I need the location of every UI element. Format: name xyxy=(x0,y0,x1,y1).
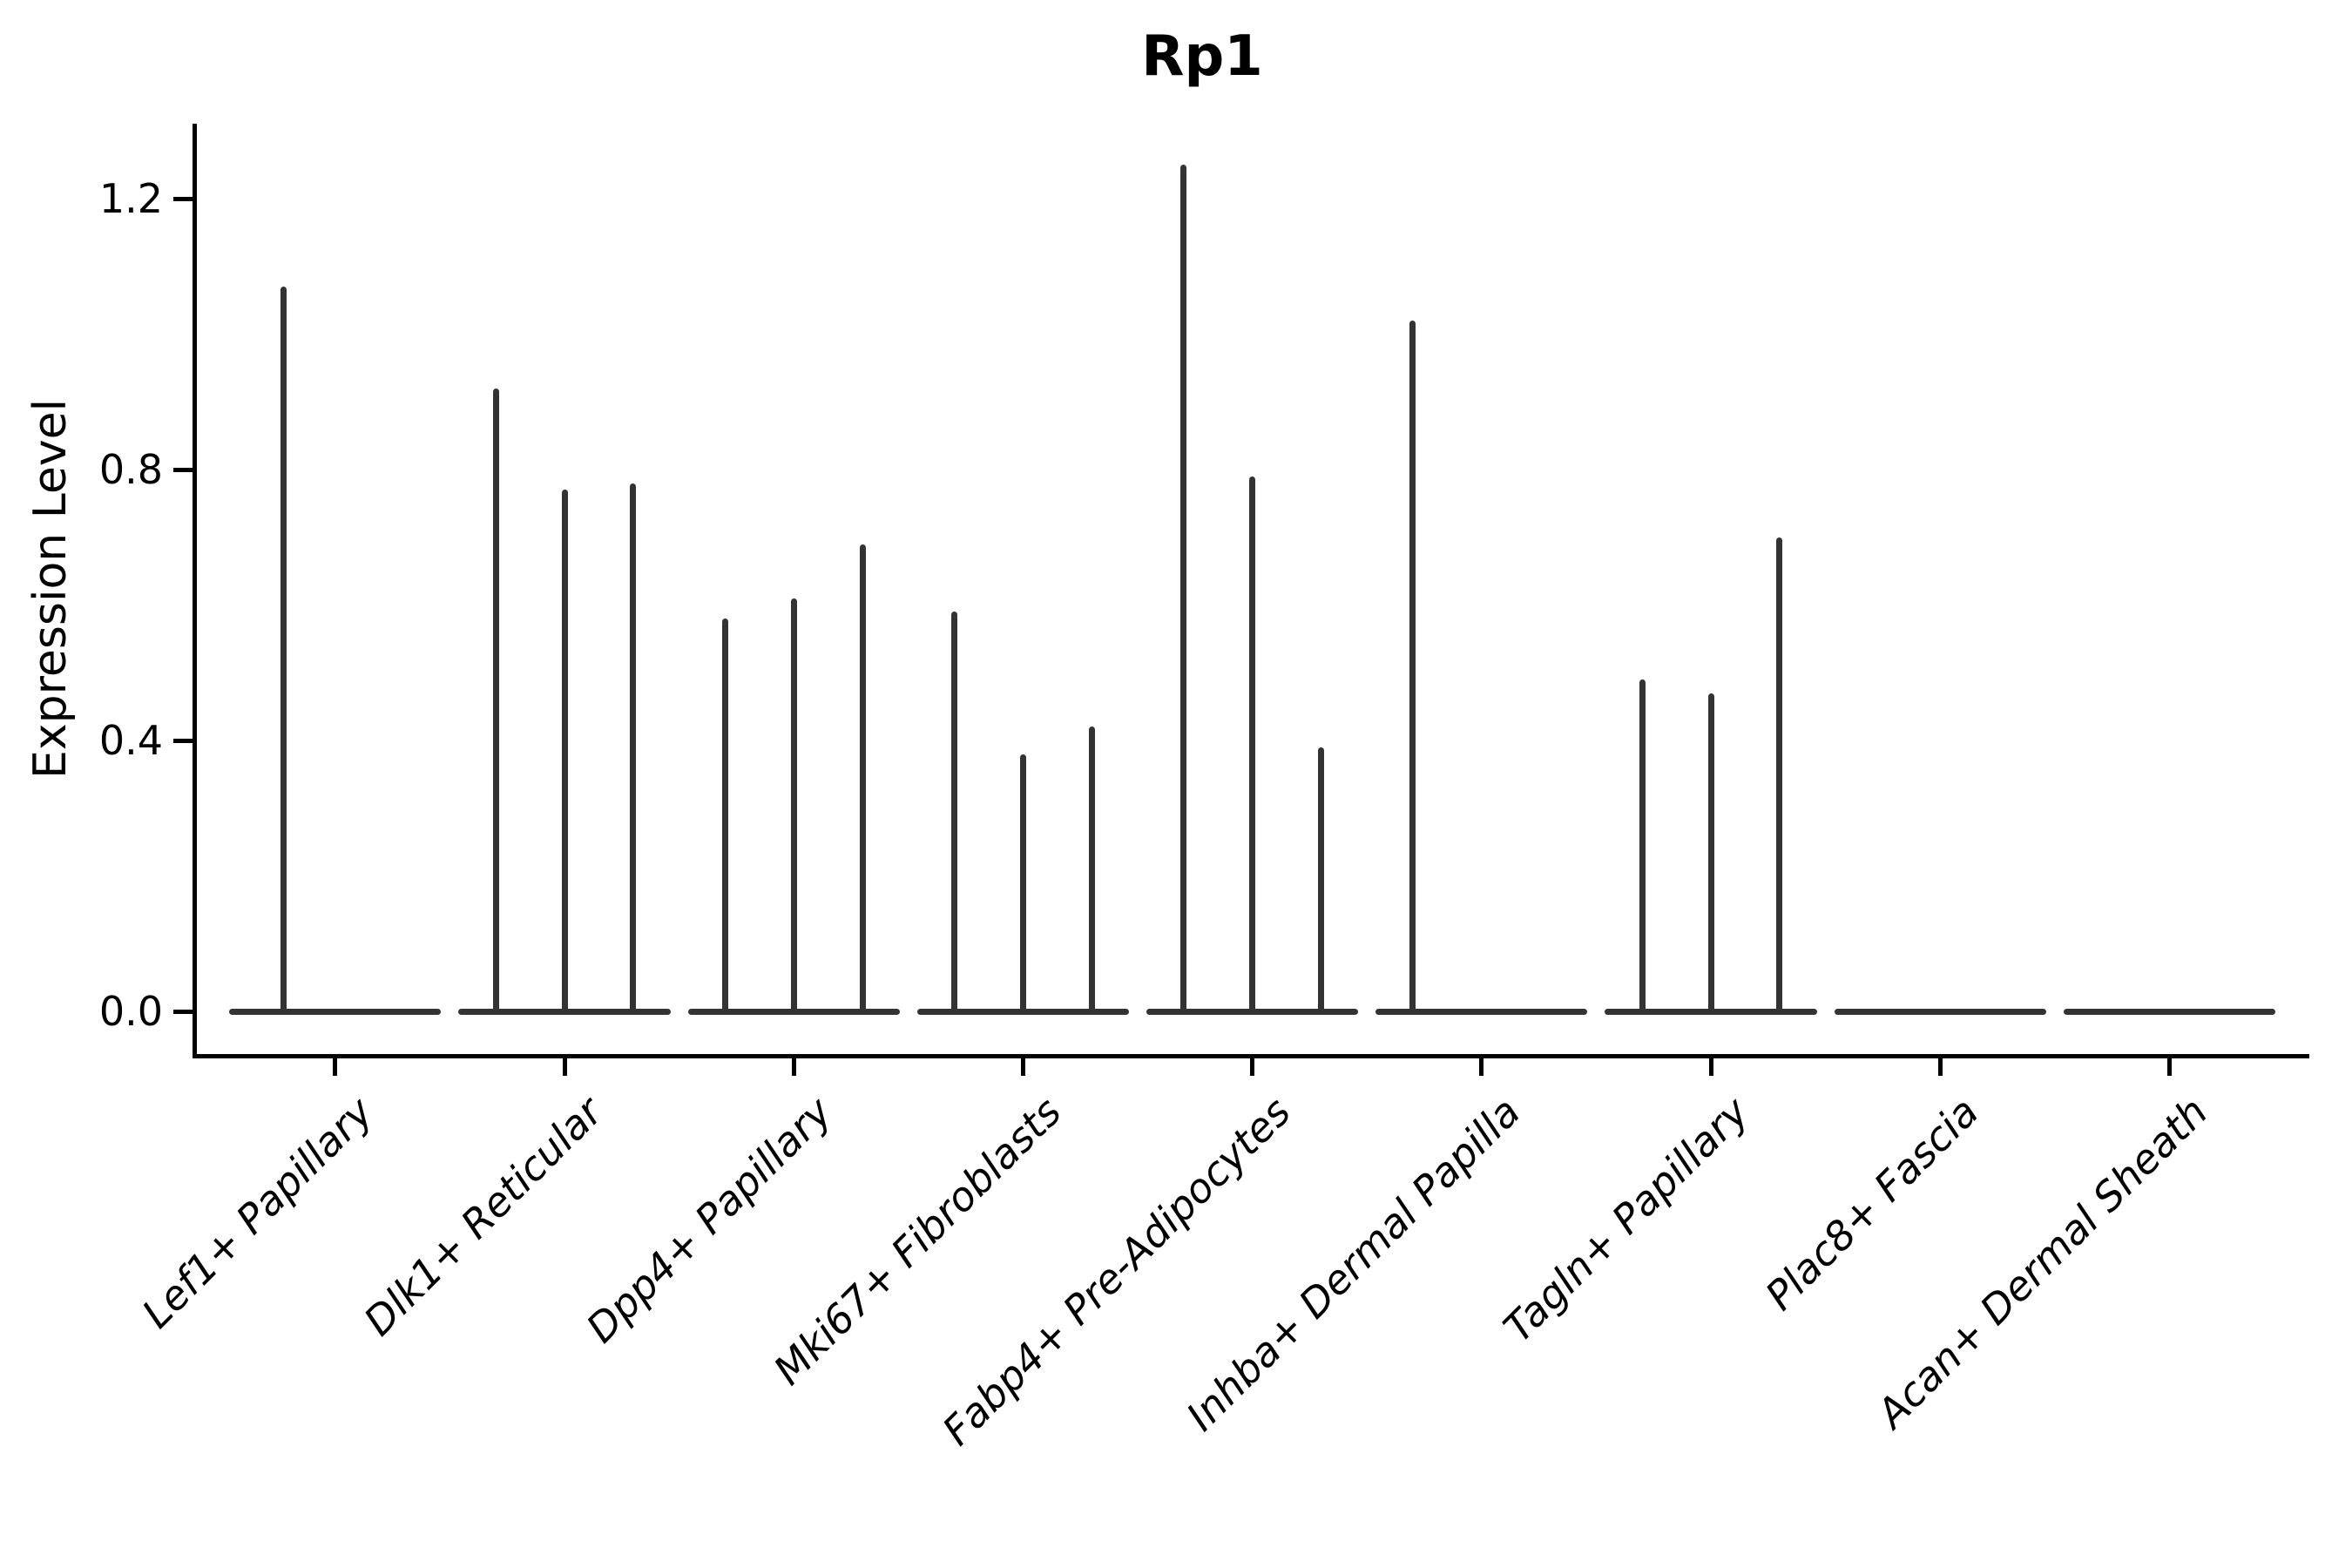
x-tick-mark xyxy=(2166,1058,2172,1076)
violin-spike xyxy=(1180,165,1187,1015)
x-tick-mark xyxy=(1937,1058,1943,1076)
violin-spike xyxy=(630,483,637,1015)
violin-spike xyxy=(561,490,568,1015)
violin-spike xyxy=(280,287,287,1015)
y-tick-mark xyxy=(173,738,193,743)
violin-spike xyxy=(1776,537,1783,1015)
x-tick-label: Tagln+ Papillary xyxy=(1494,1088,1759,1352)
x-tick-mark xyxy=(1479,1058,1484,1076)
violin-baseline xyxy=(2063,1008,2275,1015)
x-tick-mark xyxy=(791,1058,796,1076)
x-tick-label: Dlk1+ Reticular xyxy=(355,1088,612,1345)
x-tick-mark xyxy=(1020,1058,1025,1076)
y-tick-label: 1.2 xyxy=(98,175,163,222)
y-tick-mark xyxy=(173,467,193,472)
x-tick-label: Plac8+ Fascia xyxy=(1756,1088,1988,1320)
y-tick-mark xyxy=(173,196,193,201)
violin-spike xyxy=(1019,754,1026,1015)
y-tick-mark xyxy=(173,1009,193,1014)
violin-spike xyxy=(492,388,499,1015)
violin-spike xyxy=(721,618,728,1015)
violin-baseline xyxy=(1375,1008,1588,1015)
y-tick-label: 0.0 xyxy=(98,988,163,1035)
x-tick-mark xyxy=(562,1058,567,1076)
violin-spike xyxy=(1318,747,1325,1015)
violin-baseline xyxy=(1834,1008,2046,1015)
violin-spike xyxy=(1707,693,1714,1015)
violin-spike xyxy=(950,612,957,1015)
violin-spike xyxy=(1088,727,1095,1015)
violin-spike xyxy=(790,598,797,1015)
x-tick-mark xyxy=(1250,1058,1255,1076)
violin-spike xyxy=(1639,679,1646,1015)
chart-title: Rp1 xyxy=(1141,24,1263,89)
violin-spike xyxy=(859,544,866,1015)
violin-spike xyxy=(1409,320,1416,1015)
x-tick-label: Lef1+ Papillary xyxy=(133,1088,382,1337)
y-tick-label: 0.4 xyxy=(98,717,163,764)
x-tick-mark xyxy=(333,1058,338,1076)
violin-spike xyxy=(1249,476,1256,1015)
y-axis-spine xyxy=(193,124,197,1058)
violin-baseline xyxy=(229,1008,442,1015)
x-axis-spine xyxy=(193,1054,2309,1058)
x-tick-label: Dpp4+ Papillary xyxy=(577,1088,841,1352)
x-tick-mark xyxy=(1708,1058,1713,1076)
y-tick-label: 0.8 xyxy=(98,446,163,493)
